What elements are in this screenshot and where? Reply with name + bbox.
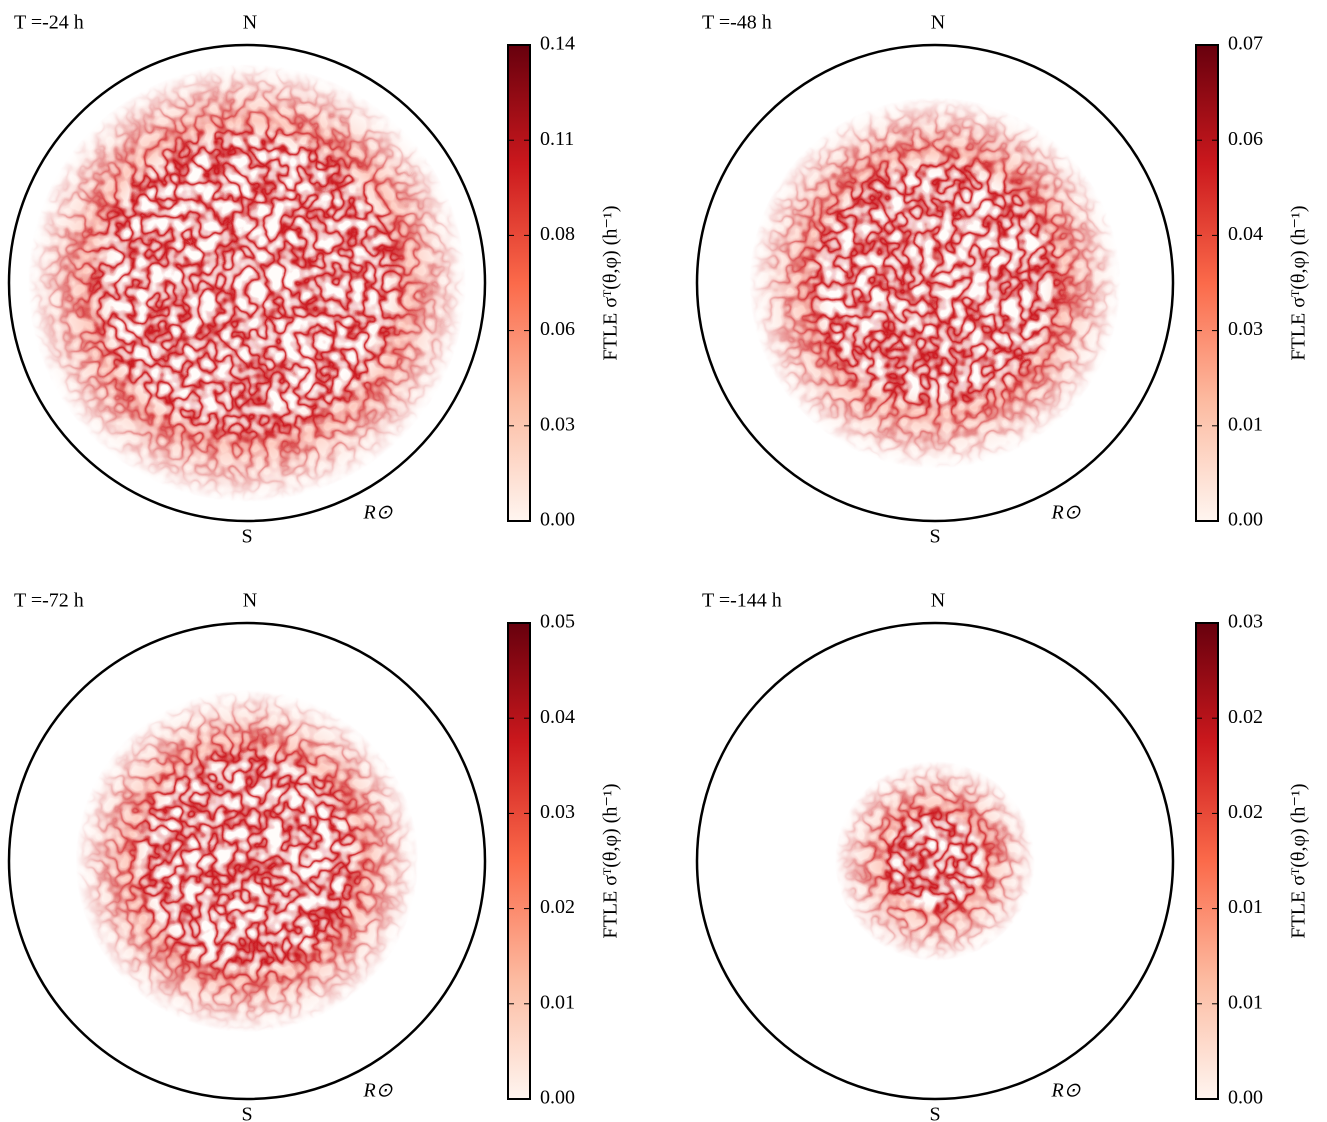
colorbar-label: FTLE σᵀ(θ,φ) (h⁻¹) <box>1288 783 1310 938</box>
colorbar-tick-label: 0.02 <box>1228 706 1263 728</box>
north-label: N <box>243 12 257 34</box>
colorbar-label: FTLE σᵀ(θ,φ) (h⁻¹) <box>600 783 622 938</box>
panel: T =-24 h N S R⊙ 0.00 0.03 0.06 0.08 0.11 0.14 FTLE… <box>9 12 622 548</box>
colorbar-label: FTLE σᵀ(θ,φ) (h⁻¹) <box>600 205 622 360</box>
colorbar-tick-label: 0.03 <box>1228 611 1263 633</box>
colorbar-tick-label: 0.04 <box>540 706 575 728</box>
radius-label: R⊙ <box>363 502 393 524</box>
colorbar-tick-label: 0.03 <box>1228 318 1263 340</box>
north-label: N <box>931 12 945 34</box>
colorbar-tick-label: 0.00 <box>1228 509 1263 531</box>
panel-title: T =-48 h <box>702 12 772 34</box>
ftle-pattern <box>697 623 1173 1099</box>
south-label: S <box>241 1104 252 1122</box>
colorbar-tick-label: 0.01 <box>1228 413 1263 435</box>
ftle-pattern <box>697 45 1173 521</box>
ftle-pattern <box>9 45 485 521</box>
radius-label: R⊙ <box>1051 1080 1081 1102</box>
colorbar <box>508 45 530 521</box>
panel-title: T =-144 h <box>702 590 782 612</box>
colorbar <box>1196 623 1218 1099</box>
south-label: S <box>929 1104 940 1122</box>
colorbar-tick-label: 0.01 <box>540 991 575 1013</box>
ftle-pattern <box>9 623 485 1099</box>
colorbar-tick-label: 0.06 <box>1228 128 1263 150</box>
south-label: S <box>241 526 252 548</box>
panel: T =-144 h N S R⊙ 0.00 0.01 0.01 0.02 0.02 0.03 FTL… <box>697 590 1310 1122</box>
panel-title: T =-24 h <box>14 12 84 34</box>
colorbar-tick-label: 0.02 <box>540 896 575 918</box>
colorbar-tick-label: 0.03 <box>540 801 575 823</box>
colorbar-tick-label: 0.00 <box>540 1087 575 1109</box>
colorbar-tick-label: 0.00 <box>540 509 575 531</box>
panel-title: T =-72 h <box>14 590 84 612</box>
colorbar-tick-label: 0.06 <box>540 318 575 340</box>
radius-label: R⊙ <box>1051 502 1081 524</box>
colorbar <box>1196 45 1218 521</box>
colorbar-tick-label: 0.03 <box>540 413 575 435</box>
colorbar-label: FTLE σᵀ(θ,φ) (h⁻¹) <box>1288 205 1310 360</box>
colorbar-tick-label: 0.05 <box>540 611 575 633</box>
north-label: N <box>243 590 257 612</box>
colorbar-tick-label: 0.07 <box>1228 33 1263 55</box>
north-label: N <box>931 590 945 612</box>
colorbar-tick-label: 0.11 <box>540 128 574 150</box>
colorbar-tick-label: 0.08 <box>540 223 575 245</box>
panel: T =-72 h N S R⊙ 0.00 0.01 0.02 0.03 0.04 0.05 FTLE… <box>9 590 622 1122</box>
colorbar-tick-label: 0.14 <box>540 33 575 55</box>
radius-label: R⊙ <box>363 1080 393 1102</box>
colorbar-tick-label: 0.01 <box>1228 991 1263 1013</box>
south-label: S <box>929 526 940 548</box>
panel: T =-48 h N S R⊙ 0.00 0.01 0.03 0.04 0.06 0.07 FTLE… <box>697 12 1310 548</box>
colorbar-tick-label: 0.01 <box>1228 896 1263 918</box>
colorbar <box>508 623 530 1099</box>
colorbar-tick-label: 0.04 <box>1228 223 1263 245</box>
colorbar-tick-label: 0.00 <box>1228 1087 1263 1109</box>
figure: T =-24 h N S R⊙ 0.00 0.03 0.06 0.08 0.11 0.14 FTLE… <box>0 0 1327 1122</box>
colorbar-tick-label: 0.02 <box>1228 801 1263 823</box>
